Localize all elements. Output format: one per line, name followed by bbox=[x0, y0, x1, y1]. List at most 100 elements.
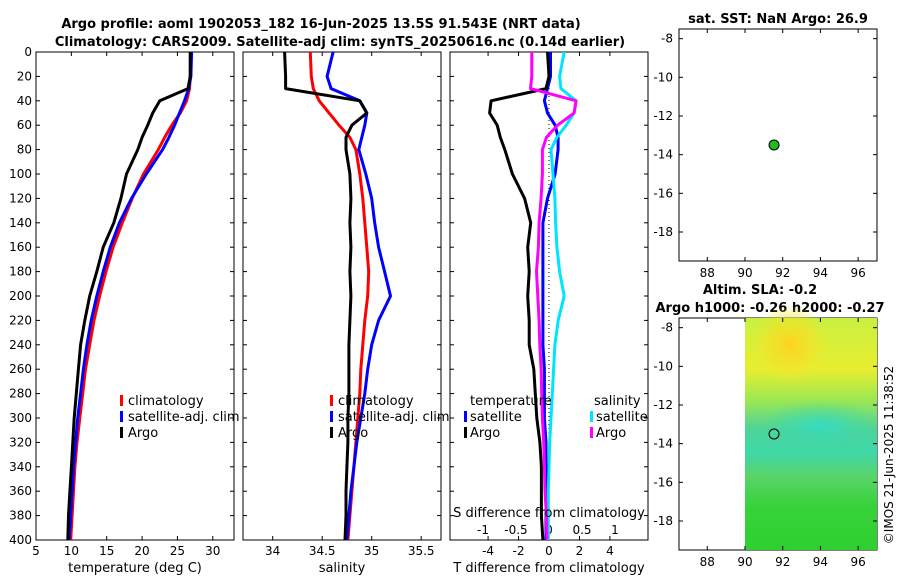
legend-swatch-s-satellite bbox=[590, 411, 593, 422]
x-tick-label: 10 bbox=[64, 544, 79, 558]
legend-swatch-satellite-clim bbox=[330, 411, 333, 422]
y-tick-label: 160 bbox=[9, 240, 32, 254]
sla-map-title-line2: Argo h1000: -0.26 h2000: -0.27 bbox=[655, 301, 884, 316]
y-tick-label: 20 bbox=[17, 69, 32, 83]
legend-label-climatology: climatology bbox=[128, 394, 204, 409]
y-tick-label: 320 bbox=[9, 435, 32, 449]
salinity-xlabel: salinity bbox=[319, 561, 366, 576]
lon-tick-label: 96 bbox=[851, 266, 866, 280]
argo-float-marker bbox=[768, 428, 780, 440]
legend-swatch-argo bbox=[330, 427, 333, 438]
s-tick-label: -1 bbox=[477, 523, 489, 537]
sst-map-ticks: 88 90 92 94 96 -8 -10 -12 -14 -16 -18 bbox=[653, 29, 877, 280]
y-tick-label: 360 bbox=[9, 484, 32, 498]
lat-tick-label: -16 bbox=[653, 475, 673, 489]
lon-tick-label: 94 bbox=[813, 555, 828, 569]
lon-tick-label: 92 bbox=[775, 555, 790, 569]
lon-tick-label: 90 bbox=[737, 266, 752, 280]
y-tick-label: 200 bbox=[9, 289, 32, 303]
x-tick-label: 15 bbox=[99, 544, 114, 558]
y-tick-label: 0 bbox=[24, 45, 32, 59]
argo-float-marker bbox=[768, 139, 780, 151]
legend-label-argo: Argo bbox=[128, 426, 158, 441]
x-tick-label: 2 bbox=[576, 544, 584, 558]
x-tick-label: 20 bbox=[134, 544, 149, 558]
legend-label-t-satellite: satellite bbox=[470, 410, 522, 425]
y-tick-label: 240 bbox=[9, 338, 32, 352]
difference-y-ticks bbox=[450, 51, 648, 541]
figure-title-line2: Climatology: CARS2009. Satellite-adj cli… bbox=[55, 35, 625, 50]
temperature-y-ticks: 0 20 40 60 80 100 120 140 160 180 200 220 240 260 280 3… bbox=[9, 45, 234, 547]
y-tick-label: 260 bbox=[9, 362, 32, 376]
x-tick-label: 25 bbox=[170, 544, 185, 558]
lat-tick-label: -12 bbox=[653, 109, 673, 123]
lat-tick-label: -16 bbox=[653, 186, 673, 200]
lon-tick-label: 88 bbox=[700, 555, 715, 569]
lat-tick-label: -14 bbox=[653, 437, 673, 451]
s-tick-label: -0.5 bbox=[504, 523, 527, 537]
y-tick-label: 120 bbox=[9, 191, 32, 205]
sla-heatmap bbox=[745, 305, 880, 550]
legend-label-t-argo: Argo bbox=[470, 426, 500, 441]
sla-low-anomaly bbox=[760, 400, 880, 450]
x-tick-label: -4 bbox=[482, 544, 494, 558]
x-tick-label: -2 bbox=[513, 544, 525, 558]
y-tick-label: 180 bbox=[9, 265, 32, 279]
y-tick-label: 60 bbox=[17, 118, 32, 132]
s-tick-label: 0.5 bbox=[572, 523, 591, 537]
x-tick-label: 34.5 bbox=[309, 544, 336, 558]
lat-tick-label: -10 bbox=[653, 359, 673, 373]
imos-timestamp: ©IMOS 21-Jun-2025 11:38:52 bbox=[882, 366, 896, 544]
t-difference-label: T difference from climatology bbox=[452, 561, 645, 576]
sla-map-ticks: 88 90 92 94 96 -8 -10 -12 -14 -16 -18 bbox=[653, 318, 877, 569]
salinity-axes bbox=[242, 51, 442, 541]
s-diff-argo-line bbox=[529, 52, 578, 541]
t-diff-argo-line bbox=[488, 51, 551, 541]
sst-map-panel: sat. SST: NaN Argo: 26.9 88 90 92 94 96 -8 -10… bbox=[653, 12, 878, 280]
lat-tick-label: -8 bbox=[661, 32, 673, 46]
lon-tick-label: 90 bbox=[737, 555, 752, 569]
legend-swatch-s-argo bbox=[590, 427, 593, 438]
y-tick-label: 400 bbox=[9, 533, 32, 547]
y-tick-label: 100 bbox=[9, 167, 32, 181]
sla-map-title-line1: Altim. SLA: -0.2 bbox=[703, 283, 817, 298]
legend-swatch-t-argo bbox=[464, 427, 467, 438]
s-difference-label: S difference from climatology bbox=[453, 506, 645, 521]
x-tick-label: 34 bbox=[265, 544, 280, 558]
lat-tick-label: -18 bbox=[653, 225, 673, 239]
lat-tick-label: -18 bbox=[653, 514, 673, 528]
figure-title-line1: Argo profile: aoml 1902053_182 16-Jun-20… bbox=[61, 17, 580, 32]
sla-high-anomaly bbox=[750, 305, 830, 385]
legend-swatch-satellite-clim bbox=[120, 411, 123, 422]
salinity-lines bbox=[283, 51, 392, 541]
x-tick-label: 5 bbox=[32, 544, 40, 558]
x-tick-label: 35 bbox=[364, 544, 379, 558]
legend-swatch-argo bbox=[120, 427, 123, 438]
temperature-legend: climatology satellite-adj. clim Argo bbox=[120, 394, 240, 441]
y-tick-label: 80 bbox=[17, 143, 32, 157]
legend-label-satellite-clim: satellite-adj. clim bbox=[128, 410, 240, 425]
s-tick-label: 1 bbox=[611, 523, 619, 537]
temperature-x-ticks: 5 10 15 20 25 30 bbox=[32, 52, 220, 558]
difference-panel: -4 -2 0 2 4 -1 -0.5 0 0.5 1 S difference from cl… bbox=[449, 51, 649, 576]
x-tick-label: 35.5 bbox=[408, 544, 435, 558]
legend-swatch-t-satellite bbox=[464, 411, 467, 422]
difference-legend: temperature salinity satellite Argo sate… bbox=[464, 394, 648, 441]
x-tick-label: 0 bbox=[545, 544, 553, 558]
salinity-x-ticks: 34 34.5 35 35.5 bbox=[265, 52, 435, 558]
salinity-panel: 34 34.5 35 35.5 salinity climatology satell… bbox=[242, 51, 450, 576]
lon-tick-label: 94 bbox=[813, 266, 828, 280]
temperature-xlabel: temperature (deg C) bbox=[68, 561, 202, 576]
satellite-clim-temperature-line bbox=[67, 51, 194, 541]
legend-title-temperature: temperature bbox=[470, 394, 552, 409]
lat-tick-label: -14 bbox=[653, 148, 673, 162]
argo-temperature-line bbox=[66, 52, 192, 541]
legend-label-climatology: climatology bbox=[338, 394, 414, 409]
temperature-panel: 0 20 40 60 80 100 120 140 160 180 200 220 240 260 280 3… bbox=[9, 45, 240, 576]
legend-swatch-climatology bbox=[330, 395, 333, 406]
temperature-lines bbox=[66, 51, 194, 541]
difference-lines bbox=[488, 51, 578, 541]
t-diff-satellite-line bbox=[541, 52, 560, 540]
x-tick-label: 4 bbox=[606, 544, 614, 558]
